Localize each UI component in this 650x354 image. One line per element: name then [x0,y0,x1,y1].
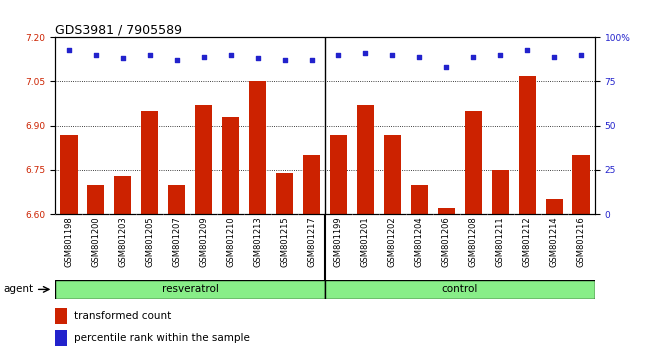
Point [576,52,586,58]
Bar [519,75,536,214]
Text: GSM801207: GSM801207 [172,216,181,267]
Bar [55,330,67,346]
Bar [545,199,563,214]
Bar [276,173,293,214]
Text: GSM801201: GSM801201 [361,216,370,267]
Point [64,47,74,52]
Text: GSM801206: GSM801206 [442,216,451,267]
Bar [411,185,428,214]
Point [333,52,344,58]
Text: percentile rank within the sample: percentile rank within the sample [74,332,250,343]
Point [495,52,506,58]
Text: GSM801205: GSM801205 [145,216,154,267]
Text: GSM801213: GSM801213 [253,216,262,267]
Point [522,47,532,52]
Point [198,54,209,59]
Point [280,57,290,63]
Bar [303,155,320,214]
Point [118,56,128,61]
Point [90,52,101,58]
Bar [195,105,213,214]
Text: resveratrol: resveratrol [162,284,218,295]
Bar [87,185,105,214]
Bar [357,105,374,214]
Bar [55,280,325,299]
Point [172,57,182,63]
Text: GSM801198: GSM801198 [64,216,73,267]
Bar [384,135,401,214]
Bar [437,208,455,214]
Point [549,54,560,59]
Text: GDS3981 / 7905589: GDS3981 / 7905589 [55,23,182,36]
Bar [465,111,482,214]
Point [360,50,370,56]
Point [441,64,452,70]
Bar [222,117,239,214]
Text: control: control [442,284,478,295]
Point [252,56,263,61]
Text: GSM801203: GSM801203 [118,216,127,267]
Text: GSM801209: GSM801209 [199,216,208,267]
Bar [325,280,595,299]
Bar [168,185,185,214]
Bar [60,135,77,214]
Point [468,54,478,59]
Text: agent: agent [3,284,33,295]
Text: transformed count: transformed count [74,311,172,321]
Bar [141,111,159,214]
Text: GSM801202: GSM801202 [388,216,397,267]
Text: GSM801217: GSM801217 [307,216,316,267]
Bar [249,81,266,214]
Text: GSM801204: GSM801204 [415,216,424,267]
Point [414,54,424,59]
Point [387,52,398,58]
Text: GSM801199: GSM801199 [334,216,343,267]
Point [306,57,317,63]
Text: GSM801214: GSM801214 [550,216,559,267]
Text: GSM801212: GSM801212 [523,216,532,267]
Bar [573,155,590,214]
Text: GSM801211: GSM801211 [496,216,505,267]
Point [226,52,236,58]
Point [144,52,155,58]
Bar [114,176,131,214]
Text: GSM801216: GSM801216 [577,216,586,267]
Text: GSM801208: GSM801208 [469,216,478,267]
Text: GSM801200: GSM801200 [91,216,100,267]
Bar [330,135,347,214]
Bar [491,170,509,214]
Text: GSM801210: GSM801210 [226,216,235,267]
Text: GSM801215: GSM801215 [280,216,289,267]
Bar [55,308,67,324]
